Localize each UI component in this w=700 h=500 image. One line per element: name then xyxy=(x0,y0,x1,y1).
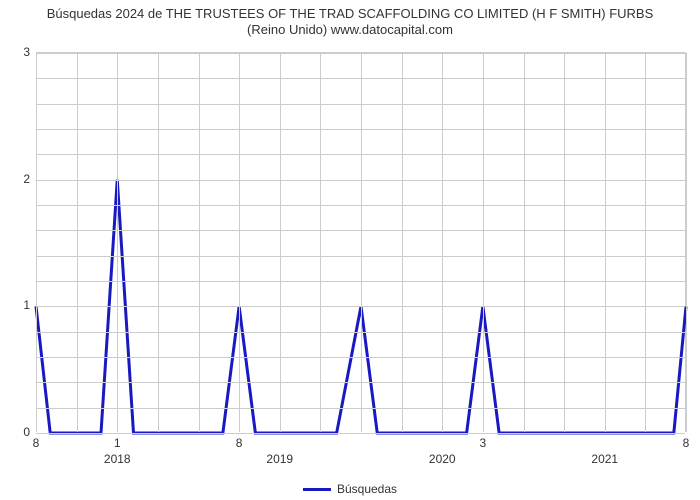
gridline-v xyxy=(77,53,78,432)
x-secondary-tick-label: 3 xyxy=(480,436,487,450)
x-main-tick-label: 2019 xyxy=(266,452,293,466)
gridline-h-major xyxy=(36,433,685,434)
gridline-v xyxy=(483,53,484,432)
gridline-v xyxy=(402,53,403,432)
gridline-v xyxy=(36,53,37,432)
chart-title: Búsquedas 2024 de THE TRUSTEES OF THE TR… xyxy=(0,6,700,39)
gridline-v xyxy=(645,53,646,432)
legend: Búsquedas xyxy=(303,482,397,496)
legend-label: Búsquedas xyxy=(337,482,397,496)
chart-title-line2: (Reino Unido) www.datocapital.com xyxy=(247,22,453,37)
y-tick-label: 0 xyxy=(12,425,30,439)
gridline-v xyxy=(320,53,321,432)
gridline-v xyxy=(442,53,443,432)
gridline-v xyxy=(524,53,525,432)
y-tick-label: 1 xyxy=(12,298,30,312)
gridline-v xyxy=(605,53,606,432)
gridline-v xyxy=(686,53,687,432)
x-secondary-tick-label: 8 xyxy=(33,436,40,450)
x-main-tick-label: 2020 xyxy=(429,452,456,466)
chart-container: Búsquedas 2024 de THE TRUSTEES OF THE TR… xyxy=(0,6,700,500)
x-main-tick-label: 2018 xyxy=(104,452,131,466)
x-secondary-tick-label: 8 xyxy=(236,436,243,450)
gridline-v xyxy=(361,53,362,432)
gridline-v xyxy=(564,53,565,432)
gridline-v xyxy=(199,53,200,432)
y-tick-label: 3 xyxy=(12,45,30,59)
gridline-v xyxy=(239,53,240,432)
x-main-tick-label: 2021 xyxy=(591,452,618,466)
plot-area xyxy=(36,52,686,432)
x-secondary-tick-label: 8 xyxy=(683,436,690,450)
legend-swatch xyxy=(303,488,331,491)
gridline-v xyxy=(117,53,118,432)
gridline-v xyxy=(280,53,281,432)
x-secondary-tick-label: 1 xyxy=(114,436,121,450)
y-tick-label: 2 xyxy=(12,172,30,186)
chart-title-line1: Búsquedas 2024 de THE TRUSTEES OF THE TR… xyxy=(47,6,654,21)
gridline-v xyxy=(158,53,159,432)
